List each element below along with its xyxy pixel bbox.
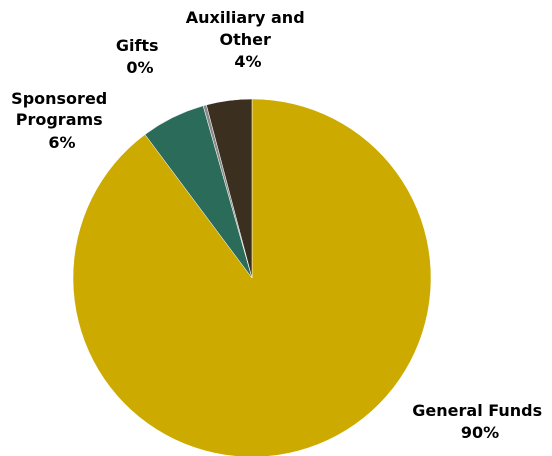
slice-label-auxiliary-name-1: Auxiliary and	[186, 8, 305, 27]
slice-label-sponsored-programs-name-1: Sponsored	[11, 89, 107, 108]
slice-label-general-funds-value: 90%	[461, 423, 499, 442]
pie-labels: General Funds 90% Sponsored Programs 6% …	[11, 8, 547, 442]
slice-label-sponsored-programs: Sponsored Programs 6%	[11, 89, 113, 152]
slice-label-sponsored-programs-value: 6%	[48, 133, 75, 152]
slice-label-auxiliary-name-2: Other	[220, 30, 271, 49]
slice-label-auxiliary-and-other: Auxiliary and Other 4%	[186, 8, 310, 71]
pie-slices	[72, 98, 432, 456]
pie-slice-auxiliary-and-other	[206, 98, 253, 279]
slice-label-general-funds-name: General Funds	[412, 401, 542, 420]
pie-slice-general-funds	[72, 98, 432, 456]
slice-label-general-funds: General Funds 90%	[412, 401, 547, 442]
slice-label-gifts: Gifts 0%	[116, 36, 164, 77]
slice-label-gifts-name: Gifts	[116, 36, 159, 55]
slice-label-sponsored-programs-name-2: Programs	[16, 110, 103, 129]
slice-label-auxiliary-value: 4%	[234, 52, 261, 71]
slice-label-gifts-value: 0%	[126, 58, 153, 77]
